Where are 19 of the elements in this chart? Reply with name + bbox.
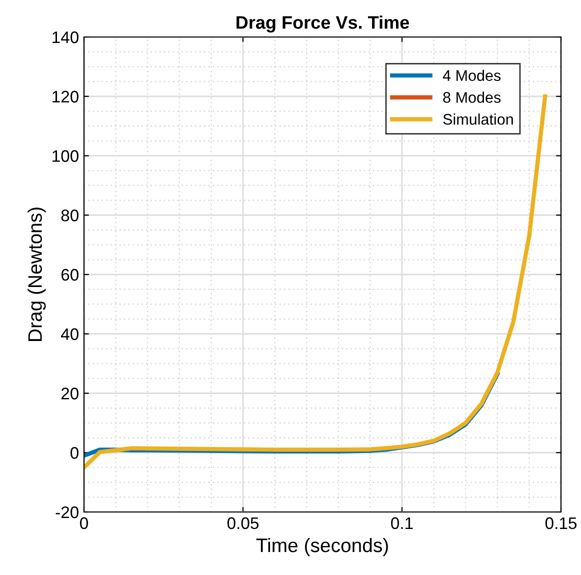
x-tick-label: 0.15 bbox=[545, 517, 577, 530]
y-tick-label: 0 bbox=[70, 447, 78, 459]
y-tick-label: 40 bbox=[60, 328, 78, 340]
y-tick-label: 120 bbox=[52, 90, 78, 103]
x-axis-title: Time (seconds) bbox=[256, 538, 388, 556]
y-tick-label: 80 bbox=[61, 210, 78, 222]
chart-title: Drag Force Vs. Time bbox=[236, 16, 410, 32]
y-tick-label: 20 bbox=[61, 388, 78, 400]
y-tick-label: 60 bbox=[61, 268, 78, 281]
legend-label: Simulation bbox=[443, 114, 513, 125]
x-tick-label: 0.05 bbox=[227, 517, 259, 530]
legend-label: 4 Modes bbox=[442, 70, 501, 81]
y-axis-title: Drag (Newtons) bbox=[28, 208, 46, 341]
y-tick-label: 100 bbox=[52, 150, 78, 162]
y-tick-label: -20 bbox=[56, 506, 78, 518]
x-tick-label: 0 bbox=[80, 517, 88, 530]
x-tick-label: 0.1 bbox=[391, 517, 413, 530]
legend-label: 8 Modes bbox=[443, 92, 501, 103]
y-tick-label: 140 bbox=[52, 31, 78, 44]
